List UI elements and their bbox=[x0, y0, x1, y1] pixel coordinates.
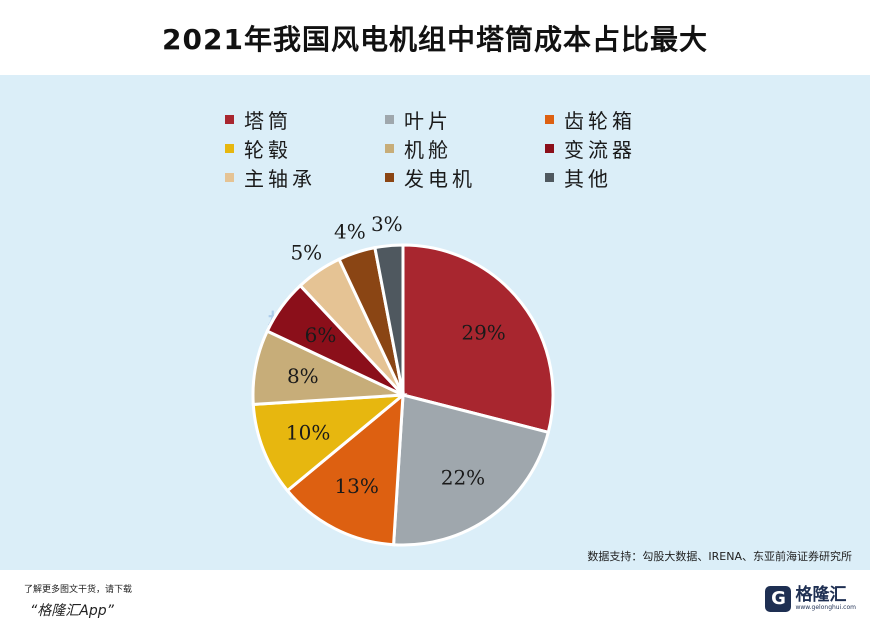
legend-swatch bbox=[225, 173, 234, 182]
brand-logo[interactable]: G 格隆汇 www.gelonghui.com bbox=[765, 586, 856, 612]
legend-label: 发电机 bbox=[404, 167, 476, 191]
legend-swatch bbox=[545, 144, 554, 153]
footer: 了解更多图文干货，请下载 “格隆汇App” G 格隆汇 www.gelonghu… bbox=[0, 570, 870, 627]
title-band: 2021年我国风电机组中塔筒成本占比最大 bbox=[0, 0, 870, 75]
slice-label: 29% bbox=[461, 320, 505, 344]
legend-item: 叶片 bbox=[385, 108, 545, 133]
brand-url: www.gelonghui.com bbox=[795, 604, 856, 611]
chart-title: 2021年我国风电机组中塔筒成本占比最大 bbox=[162, 23, 708, 56]
download-prompt: 了解更多图文干货，请下载 bbox=[24, 585, 133, 595]
brand-name: 格隆汇 bbox=[795, 585, 847, 605]
legend-label: 叶片 bbox=[404, 109, 452, 133]
legend-label: 轮毂 bbox=[244, 138, 292, 162]
chart-legend: 塔筒 叶片 齿轮箱轮毂 机舱 变流器主轴承 发电机 其他 bbox=[225, 108, 675, 191]
legend-swatch bbox=[225, 144, 234, 153]
legend-item: 其他 bbox=[545, 166, 685, 191]
legend-item: 齿轮箱 bbox=[545, 108, 685, 133]
app-name-link[interactable]: “格隆汇App” bbox=[30, 603, 114, 619]
legend-label: 齿轮箱 bbox=[564, 109, 636, 133]
slice-label: 3% bbox=[371, 212, 403, 236]
source-note: 数据支持：勾股大数据、IRENA、东亚前海证券研究所 bbox=[587, 550, 852, 563]
slice-label: 6% bbox=[305, 323, 337, 347]
slice-label: 4% bbox=[334, 219, 366, 243]
slice-label: 22% bbox=[441, 466, 485, 490]
pie-slice bbox=[401, 243, 555, 435]
pie-slice bbox=[251, 393, 408, 493]
legend-swatch bbox=[385, 173, 394, 182]
legend-swatch bbox=[385, 115, 394, 124]
slice-label: 5% bbox=[290, 241, 322, 265]
legend-label: 变流器 bbox=[564, 138, 636, 162]
legend-swatch bbox=[385, 144, 394, 153]
legend-swatch bbox=[225, 115, 234, 124]
slice-label: 13% bbox=[334, 474, 378, 498]
legend-item: 塔筒 bbox=[225, 108, 385, 133]
pie-slice bbox=[373, 243, 405, 396]
slice-label: 8% bbox=[287, 364, 319, 388]
legend-swatch bbox=[545, 115, 554, 124]
legend-item: 轮毂 bbox=[225, 137, 385, 162]
brand-g-icon: G bbox=[765, 586, 792, 612]
slice-label: 10% bbox=[286, 421, 330, 445]
legend-label: 主轴承 bbox=[244, 167, 316, 191]
legend-label: 塔筒 bbox=[244, 109, 292, 133]
legend-item: 发电机 bbox=[385, 166, 545, 191]
legend-label: 机舱 bbox=[404, 138, 452, 162]
legend-swatch bbox=[545, 173, 554, 182]
legend-item: 变流器 bbox=[545, 137, 685, 162]
legend-label: 其他 bbox=[564, 167, 612, 191]
legend-item: 机舱 bbox=[385, 137, 545, 162]
pie-slice bbox=[285, 391, 405, 547]
legend-item: 主轴承 bbox=[225, 166, 385, 191]
pie-slice bbox=[391, 393, 551, 547]
